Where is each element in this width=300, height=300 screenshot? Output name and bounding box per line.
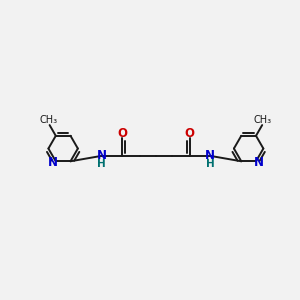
Text: CH₃: CH₃ xyxy=(254,115,272,125)
Text: O: O xyxy=(117,127,127,140)
Text: H: H xyxy=(206,159,215,169)
Text: N: N xyxy=(206,149,215,162)
Text: H: H xyxy=(97,159,106,169)
Text: N: N xyxy=(96,149,106,162)
Text: O: O xyxy=(185,127,195,140)
Text: N: N xyxy=(48,156,58,169)
Text: CH₃: CH₃ xyxy=(40,115,58,125)
Text: N: N xyxy=(254,156,264,169)
